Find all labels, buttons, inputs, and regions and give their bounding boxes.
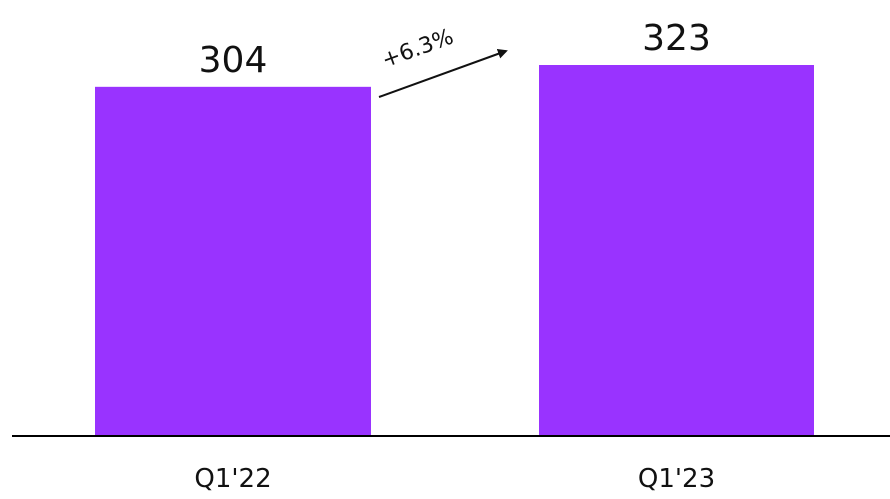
- growth-label: +6.3%: [379, 24, 457, 73]
- bar-q1-23: [539, 65, 814, 436]
- growth-annotation: +6.3%: [378, 24, 508, 98]
- x-tick-label-q1-22: Q1'22: [194, 464, 271, 494]
- bar-q1-22: [95, 86, 371, 436]
- data-label-q1-22: 304: [199, 40, 268, 81]
- x-tick-label-q1-23: Q1'23: [638, 464, 715, 494]
- data-label-q1-23: 323: [642, 18, 711, 59]
- growth-arrow-icon: [378, 49, 508, 98]
